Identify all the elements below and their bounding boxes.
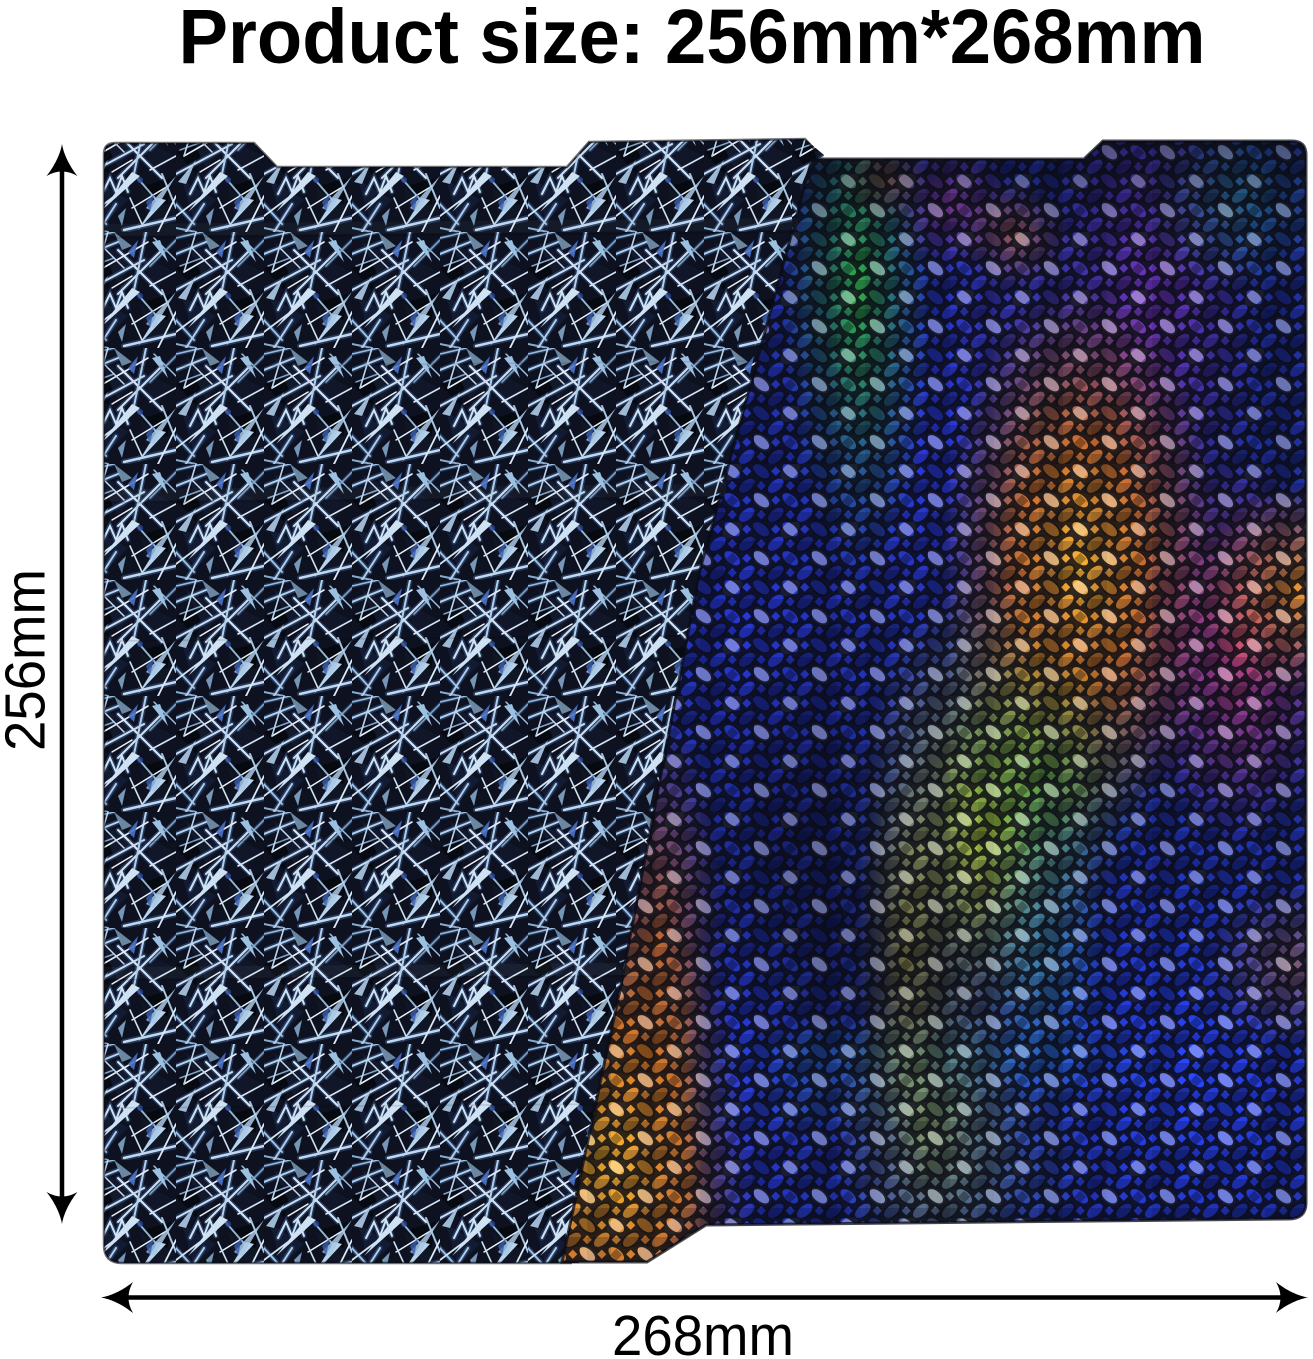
- svg-text:268mm: 268mm: [612, 1304, 794, 1359]
- svg-text:Product size: 256mm*268mm: Product size: 256mm*268mm: [179, 0, 1206, 80]
- svg-text:256mm: 256mm: [0, 569, 58, 751]
